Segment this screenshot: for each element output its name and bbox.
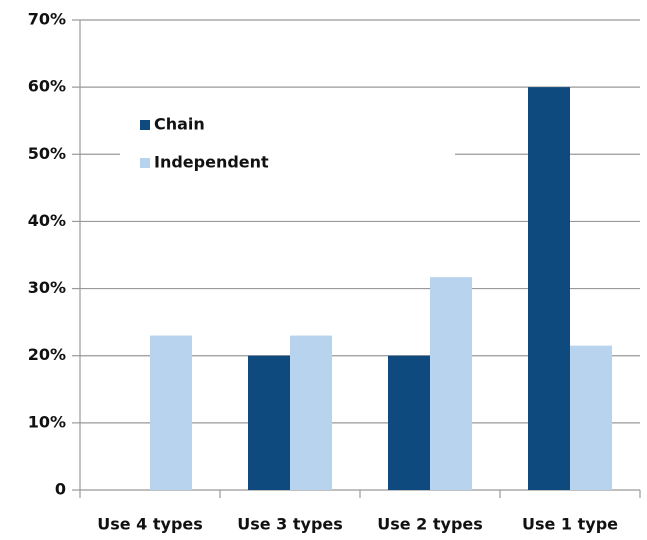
y-tick-label: 0 xyxy=(55,480,66,499)
legend-box xyxy=(120,100,455,188)
legend-label: Chain xyxy=(154,115,205,134)
bar xyxy=(150,335,192,490)
y-tick-label: 50% xyxy=(28,144,66,163)
bar xyxy=(290,335,332,490)
x-tick-label: Use 2 types xyxy=(377,515,483,534)
y-tick-label: 20% xyxy=(28,345,66,364)
bar xyxy=(388,355,430,490)
legend-label: Independent xyxy=(154,153,269,172)
bar xyxy=(430,277,472,490)
x-tick-label: Use 4 types xyxy=(97,515,203,534)
y-tick-label: 30% xyxy=(28,278,66,297)
x-tick-label: Use 3 types xyxy=(237,515,343,534)
bar xyxy=(248,355,290,490)
bar xyxy=(570,345,612,490)
y-tick-label: 40% xyxy=(28,211,66,230)
y-tick-label: 10% xyxy=(28,412,66,431)
legend-swatch xyxy=(140,158,150,168)
y-tick-label: 70% xyxy=(28,10,66,29)
bar xyxy=(528,87,570,491)
x-tick-label: Use 1 type xyxy=(522,515,618,534)
legend-swatch xyxy=(140,120,150,130)
y-tick-label: 60% xyxy=(28,77,66,96)
